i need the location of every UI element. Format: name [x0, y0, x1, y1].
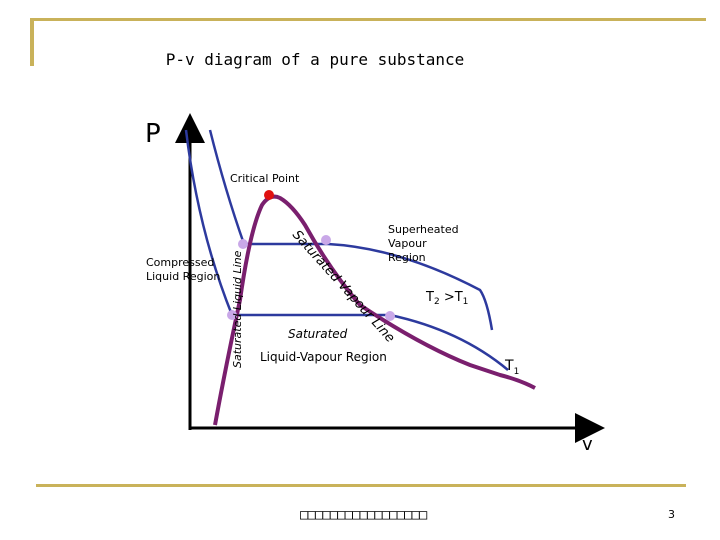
saturated-region-label-2: Liquid-Vapour Region — [260, 350, 387, 364]
saturation-dome — [213, 194, 536, 426]
saturated-region-label-1: Saturated — [288, 327, 348, 341]
footer-text: □□□□□□□□□□□□□□□□□ — [300, 507, 427, 523]
compressed-region-label-1: Compressed — [146, 256, 214, 269]
page-number: 3 — [668, 508, 675, 521]
x-axis-label: v — [582, 434, 593, 455]
superheated-region-label-2: Vapour — [388, 237, 427, 250]
y-axis-label: P — [145, 119, 161, 149]
compressed-region-label-2: Liquid Region — [146, 270, 220, 283]
t2-label: T2 >T1 — [425, 290, 468, 307]
saturated-vapour-point-t1 — [385, 311, 395, 321]
saturated-liquid-point-t1 — [227, 310, 237, 320]
t1-label: T1 — [504, 358, 519, 377]
superheated-region-label-1: Superheated — [388, 223, 459, 236]
critical-point-label: Critical Point — [230, 172, 300, 185]
saturated-liquid-point-t2 — [238, 239, 248, 249]
slide-title: P-v diagram of a pure substance — [165, 50, 465, 69]
saturated-vapour-point-t2 — [321, 235, 331, 245]
superheated-region-label-3: Region — [388, 251, 426, 264]
decorative-top-rule — [30, 18, 706, 21]
isotherm-t2 — [208, 129, 494, 331]
saturated-liquid-line-label: Saturated Liquid Line — [231, 250, 244, 368]
decorative-bottom-rule — [36, 484, 686, 487]
critical-point-marker — [264, 190, 274, 200]
decorative-vertical-bar — [30, 18, 34, 66]
